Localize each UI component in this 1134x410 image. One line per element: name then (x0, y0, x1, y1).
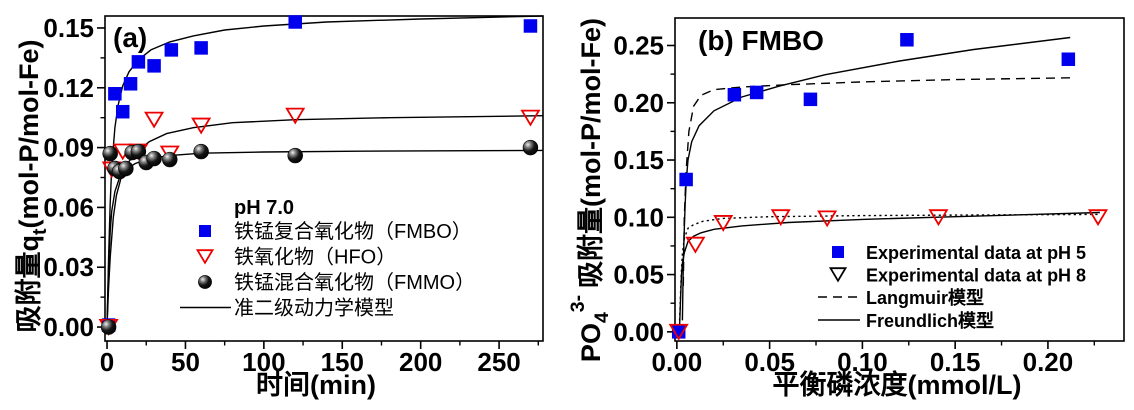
panel-b-curve-Freundlich-fit-pH5 (681, 36, 1071, 321)
panel-a-point-FMBO (288, 15, 302, 29)
panel-b-point-pH-5 (1061, 52, 1076, 66)
panel-b-x-tick-label-0: 0.00 (652, 347, 703, 377)
panel-a-point-HFO (285, 107, 306, 125)
panel-b-y-axis-title-part: 吸附量(mol-P/mol-Fe) (576, 18, 606, 288)
panel-b-legend-label-0: Experimental data at pH 5 (866, 243, 1086, 263)
panel-b-y-tick-label-5: 0.25 (613, 30, 664, 60)
panel-a-legend-marker-1 (195, 249, 215, 265)
panel-a-y-tick-label-4: 0.12 (43, 73, 94, 103)
panel-a-point-FMMO (287, 147, 303, 164)
panel-a-point-FMBO (147, 59, 161, 73)
panel-a-point-HFO (520, 109, 541, 127)
panel-a-x-axis-title: 时间(min) (256, 370, 376, 400)
panel-b-legend-label-3: Freundlich模型 (866, 310, 994, 331)
panel-a-point-HFO (144, 111, 165, 129)
panel-b-title: (b) FMBO (698, 25, 824, 56)
panel-b-plot-border (674, 17, 1125, 342)
panel-b-y-axis-title-part: PO (576, 323, 606, 362)
panel-b-legend-label-2: Langmuir模型 (866, 287, 984, 308)
panel-a-y-tick-label-2: 0.06 (43, 192, 94, 222)
panel-b-x-tick-label-2: 0.10 (837, 347, 888, 377)
panel-b-y-tick-label-2: 0.10 (613, 202, 664, 232)
panel-b-x-axis-title: 平衡磷浓度(mmol/L) (773, 369, 1022, 400)
panel-b-y-tick-label-3: 0.15 (613, 145, 664, 175)
panel-b-point-pH-5 (679, 172, 693, 187)
panel-b-y-axis-title-part: 4 (591, 312, 613, 323)
panel-b-y-tick-label-0: 0.00 (613, 317, 664, 347)
panel-a-point-FMBO (164, 43, 179, 57)
panel-b-point-pH-8 (1088, 209, 1109, 227)
panel-a-legend-label-0: 铁锰复合氧化物（FMBO） (234, 220, 472, 243)
panel-a-point-FMBO (123, 77, 138, 91)
panel-a-legend-marker-0 (199, 225, 211, 237)
panel-a-point-FMMO (193, 143, 209, 160)
panel-b-x-tick-label-1: 0.05 (744, 347, 795, 377)
panel-b-point-pH-5 (900, 33, 914, 47)
panel-a-legend-marker-2 (198, 275, 212, 289)
panel-b-y-tick-label-1: 0.05 (613, 260, 664, 290)
panel-b: 0.00 0.05 0.10 0.15 0.20 0.00 0.05 0.10 0.15 0.20… (567, 17, 1125, 377)
panel-a-y-axis-title-part: t (29, 228, 51, 235)
panel-a-point-HFO (191, 117, 212, 135)
panel-a-title: (a) (113, 22, 147, 53)
panel-a-point-FMBO (115, 104, 130, 119)
panel-b-point-pH-8 (685, 236, 706, 254)
panel-b-x-tick-label-3: 0.15 (930, 347, 981, 377)
panel-b-point-pH-8 (928, 209, 949, 227)
panel-b-legend-marker-1 (828, 267, 848, 283)
panel-a-point-FMMO (522, 139, 539, 156)
panel-b-y-tick-label-4: 0.20 (613, 88, 664, 118)
panel-a-point-FMMO (102, 145, 118, 162)
panel-a-point-FMBO (131, 55, 146, 69)
panel-b-legend-marker-0 (832, 246, 844, 258)
panel-a: 0 50 100 150 200 2500.000.030.060.090.120.15吸… (14, 13, 544, 377)
panel-a-y-axis-title-part: (mol-P/mol-Fe) (14, 40, 44, 229)
panel-b-point-pH-8 (770, 209, 791, 227)
panel-a-legend-label-2: 铁锰混合氧化物（FMMO） (234, 271, 475, 294)
panel-a-legend-label-1: 铁氧化物（HFO） (234, 246, 396, 269)
panel-a-y-axis-title-part: 吸附量q (14, 235, 44, 333)
panel-a-y-axis-title: 吸附量qt(mol-P/mol-Fe) (14, 40, 51, 333)
panel-a-y-tick-label-5: 0.15 (43, 13, 94, 43)
panel-a-x-tick-label-5: 250 (477, 347, 520, 377)
panel-b-point-pH-8 (817, 210, 838, 228)
panel-a-point-FMMO (162, 151, 178, 168)
panel-a-point-FMBO (194, 41, 208, 55)
panel-a-point-FMBO (108, 87, 122, 101)
panel-b-y-axis-title: PO43- 吸附量(mol-P/mol-Fe) (567, 18, 613, 362)
panel-b-y-axis-title-part: 3- (567, 295, 589, 312)
panel-a-legend-header: pH 7.0 (234, 197, 294, 219)
panel-b-point-pH-5 (803, 92, 818, 107)
panel-a-point-FMMO (130, 143, 147, 160)
panel-b-point-pH-5 (749, 85, 764, 100)
panel-b-legend: Experimental data at pH 5 Experimental da… (818, 243, 1086, 331)
panel-a-x-tick-label-3: 150 (321, 347, 364, 377)
panel-a-point-FMBO (523, 19, 538, 33)
panel-a-point-FMMO (118, 160, 134, 177)
panel-a-point-FMMO (100, 319, 117, 335)
panel-b-point-pH-5 (727, 87, 742, 102)
panel-b-legend-label-1: Experimental data at pH 8 (866, 266, 1086, 286)
panel-a-x-tick-label-4: 200 (399, 347, 442, 377)
panel-b-curve-Freundlich-fit-pH8 (678, 211, 1100, 327)
panel-a-x-tick-label-0: 0 (100, 347, 114, 377)
panel-a-x-tick-label-2: 100 (242, 347, 285, 377)
panel-a-y-tick-label-0: 0.00 (43, 312, 94, 342)
panel-b-point-pH-8 (713, 215, 734, 232)
panel-b-point-pH-5 (671, 325, 686, 339)
panel-a-x-tick-label-1: 50 (171, 347, 200, 377)
panel-a-y-tick-label-3: 0.09 (43, 133, 94, 163)
panel-a-legend-label-3: 准二级动力学模型 (234, 297, 394, 320)
panel-a-y-tick-label-1: 0.03 (43, 252, 94, 282)
panel-b-point-pH-8 (668, 323, 689, 341)
panel-b-x-tick-label-4: 0.20 (1023, 347, 1074, 377)
panel-a-point-FMMO (146, 150, 162, 167)
panel-a-plot-border (104, 15, 544, 342)
